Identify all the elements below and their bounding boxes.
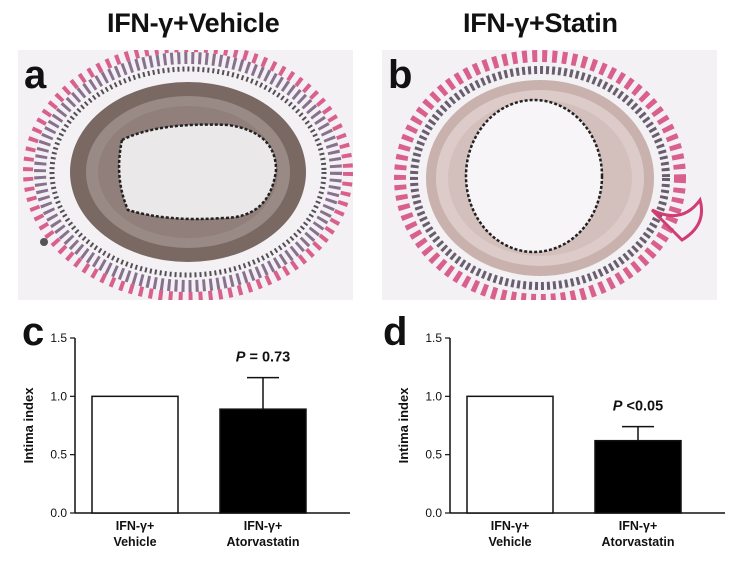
chart-d: 0.0 0.5 1.0 1.5 Intima index IFN-γ+ Vehicle P <… <box>375 320 735 560</box>
chart-d-y-tick-label: 0.5 <box>425 448 442 462</box>
panel-a-title: IFN-γ+Vehicle <box>107 8 280 38</box>
chart-d-p-value: P <0.05 <box>613 399 663 415</box>
micrograph-b-image <box>382 50 717 300</box>
lumen-a <box>117 123 278 221</box>
panel-c-letter: c <box>22 310 45 354</box>
chart-d-category-label-2: IFN-γ+ Atorvastatin <box>602 519 675 549</box>
chart-d-bar-2 <box>594 439 682 514</box>
chart-d-svg: 0.0 0.5 1.0 1.5 Intima index IFN-γ+ Vehicle P <… <box>396 331 725 549</box>
chart-d-y-tick-label: 1.0 <box>425 389 442 403</box>
chart-c-y-tick-label: 1.5 <box>50 331 67 345</box>
chart-d-y-axis-title: Intima index <box>396 387 411 464</box>
chart-c-p-value: P = 0.73 <box>236 350 290 366</box>
panel-d-letter: d <box>383 310 408 354</box>
panel-b-letter: b <box>388 53 413 97</box>
chart-c-y-tick-label: 0.5 <box>50 448 67 462</box>
micrograph-a <box>18 50 353 300</box>
chart-c-bar-1 <box>91 395 179 514</box>
chart-c-bar-2 <box>219 408 307 514</box>
chart-c-svg: 0.0 0.5 1.0 1.5 Intima index IFN-γ+ Vehicle P =… <box>21 331 350 549</box>
micrograph-a-image <box>18 50 353 300</box>
adventitia-b <box>394 50 703 300</box>
chart-c: 0.0 0.5 1.0 1.5 Intima index IFN-γ+ Vehicle P =… <box>0 320 360 560</box>
chart-d-bar-1 <box>466 395 554 514</box>
chart-d-y-tick-label: 1.5 <box>425 331 442 345</box>
panel-b-title: IFN-γ+Statin <box>463 8 618 38</box>
panel-a-letter: a <box>24 53 47 97</box>
micrograph-b <box>382 50 717 300</box>
chart-c-category-label-1: IFN-γ+ Vehicle <box>113 519 156 549</box>
lumen-b <box>464 98 604 254</box>
chart-c-y-tick-label: 0.0 <box>50 506 67 520</box>
chart-c-category-label-2: IFN-γ+ Atorvastatin <box>227 519 300 549</box>
chart-c-y-tick-label: 1.0 <box>50 389 67 403</box>
adventitia-a <box>23 50 353 300</box>
chart-d-y-tick-label: 0.0 <box>425 506 442 520</box>
chart-d-category-label-1: IFN-γ+ Vehicle <box>488 519 531 549</box>
chart-c-y-axis-title: Intima index <box>21 387 36 464</box>
